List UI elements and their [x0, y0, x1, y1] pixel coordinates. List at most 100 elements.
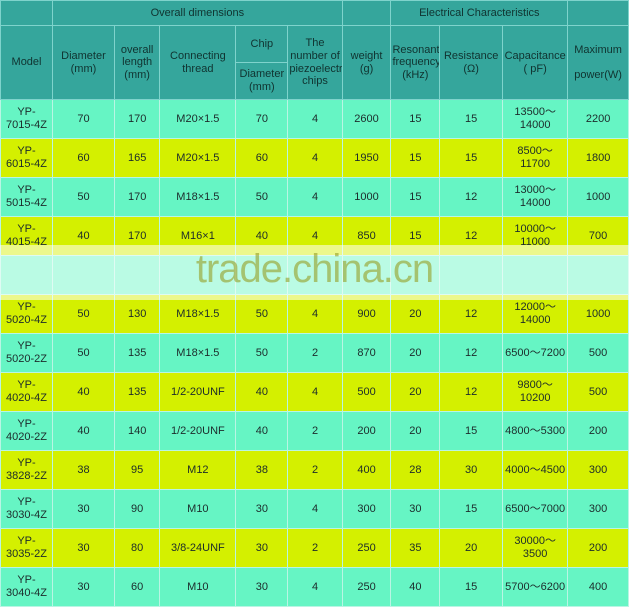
cell-model-line1: YP- — [17, 106, 36, 119]
cell-maximum-power: 200 — [567, 528, 629, 568]
cell-diameter: 50 — [52, 294, 115, 334]
table-row: YP- 3040-4Z 30 60 M10 30 4 250 40 15 5700～6200 400 — [0, 567, 629, 607]
cell-capacitance-line1: 13000～ — [514, 184, 556, 197]
table-row: YP- 3035-2Z 30 80 3/8-24UNF 30 2 250 35 20 30000～ 3… — [0, 528, 629, 568]
table-row: YP- 4015-4Z 40 170 M16×1 40 4 850 15 12 10000～ 1100… — [0, 216, 629, 256]
cell-capacitance: 4800～5300 — [502, 411, 569, 451]
table-row: YP- 5020-4Z 50 130 M18×1.5 50 4 900 20 12 12000～ 14… — [0, 294, 629, 334]
cell-capacitance-line1: 4000～4500 — [505, 463, 566, 476]
cell-resistance: 15 — [439, 138, 504, 178]
cell-model: YP- 6015-4Z — [0, 138, 54, 178]
header-capacitance-line1: Capacitance — [504, 49, 566, 62]
cell-model-line1: YP- — [17, 496, 36, 509]
cell-diameter: 70 — [52, 99, 115, 139]
table-row: YP- 4020-2Z 40 140 1/2-20UNF 40 2 200 20 15 4800～5… — [0, 411, 629, 451]
cell-number-of-chips: 4 — [287, 567, 343, 607]
cell-capacitance-line2: 14000 — [519, 119, 551, 131]
header-resonant-frequency-line2: frequency — [392, 56, 440, 69]
cell-capacitance-line2: 14000 — [519, 314, 551, 326]
cell-maximum-power: 500 — [567, 333, 629, 373]
cell-diameter — [52, 255, 115, 295]
cell-weight: 900 — [341, 294, 392, 334]
cell-model-line2: 7015-4Z — [6, 119, 48, 131]
cell-maximum-power: 500 — [567, 372, 629, 412]
cell-resistance: 12 — [439, 294, 504, 334]
table-header: Overall dimensions Electrical Characteri… — [0, 0, 629, 100]
cell-capacitance: 12000～ 14000 — [502, 294, 569, 334]
cell-model-line2: 5020-4Z — [6, 314, 48, 326]
cell-weight: 300 — [341, 489, 392, 529]
cell-capacitance: 8500～ 11700 — [502, 138, 569, 178]
cell-model: YP- 5020-4Z — [0, 294, 54, 334]
cell-maximum-power — [567, 255, 629, 295]
cell-resonant-frequency: 20 — [390, 333, 441, 373]
cell-capacitance: 10000～ 11000 — [502, 216, 569, 256]
cell-resonant-frequency: 35 — [390, 528, 441, 568]
cell-model-line2: 4020-4Z — [6, 392, 48, 404]
header-number-of-chips-line2: number of — [290, 49, 340, 62]
cell-model-line2: 3828-2Z — [6, 470, 48, 482]
cell-capacitance-line1: 10000～ — [514, 223, 556, 236]
cell-number-of-chips: 4 — [287, 294, 343, 334]
cell-model-line2: 3040-4Z — [6, 587, 48, 599]
cell-weight: 2600 — [341, 99, 392, 139]
header-connecting-thread-line2: thread — [182, 62, 214, 75]
cell-weight: 500 — [341, 372, 392, 412]
cell-chip-diameter: 30 — [235, 567, 289, 607]
group-blank-right — [567, 0, 629, 26]
cell-weight: 1000 — [341, 177, 392, 217]
table-row: YP- 5015-4Z 50 170 M18×1.5 50 4 1000 15 12 13000～ 1… — [0, 177, 629, 217]
cell-connecting-thread: 1/2-20UNF — [159, 411, 237, 451]
cell-number-of-chips: 2 — [287, 333, 343, 373]
cell-model: YP- 4020-2Z — [0, 411, 54, 451]
cell-weight: 850 — [341, 216, 392, 256]
group-electrical-characteristics: Electrical Characteristics — [390, 0, 569, 26]
table-row: YP- 6015-4Z 60 165 M20×1.5 60 4 1950 15 15 8500～ 11… — [0, 138, 629, 178]
header-resistance-line2: (Ω) — [463, 62, 479, 75]
cell-model-line1: YP- — [17, 301, 36, 314]
cell-chip-diameter: 70 — [235, 99, 289, 139]
header-overall-length: overall length (mm) — [113, 25, 161, 100]
cell-weight: 1950 — [341, 138, 392, 178]
cell-connecting-thread — [159, 255, 237, 295]
cell-model: YP- 3040-4Z — [0, 567, 54, 607]
cell-diameter: 38 — [52, 450, 115, 490]
cell-model-line2: 4020-2Z — [6, 431, 48, 443]
cell-resistance: 15 — [439, 99, 504, 139]
cell-resonant-frequency: 40 — [390, 567, 441, 607]
header-diameter-line1: Diameter — [61, 49, 106, 62]
cell-capacitance-line2: 14000 — [519, 197, 551, 209]
header-model: Model — [0, 25, 54, 100]
cell-model-line2: 3030-4Z — [6, 509, 48, 521]
header-resonant-frequency-line1: Resonant — [392, 43, 440, 56]
cell-capacitance-line2: 11700 — [520, 158, 551, 170]
cell-resistance: 12 — [439, 333, 504, 373]
cell-number-of-chips: 2 — [287, 450, 343, 490]
cell-model: YP- 3030-4Z — [0, 489, 54, 529]
cell-overall-length: 80 — [113, 528, 161, 568]
cell-chip-diameter: 30 — [235, 528, 289, 568]
cell-overall-length: 90 — [113, 489, 161, 529]
cell-maximum-power: 200 — [567, 411, 629, 451]
cell-model-line1: YP- — [17, 535, 36, 548]
cell-resistance: 15 — [439, 411, 504, 451]
cell-chip-diameter: 30 — [235, 489, 289, 529]
cell-overall-length: 60 — [113, 567, 161, 607]
cell-diameter: 40 — [52, 372, 115, 412]
group-blank-weight — [341, 0, 392, 26]
cell-number-of-chips: 4 — [287, 489, 343, 529]
header-maximum-power: Maximum power(W) — [567, 25, 629, 100]
cell-overall-length: 170 — [113, 177, 161, 217]
cell-model: YP- 3828-2Z — [0, 450, 54, 490]
cell-diameter: 30 — [52, 489, 115, 529]
group-overall-dimensions: Overall dimensions — [52, 0, 343, 26]
cell-diameter: 40 — [52, 411, 115, 451]
cell-capacitance: 5700～6200 — [502, 567, 569, 607]
cell-capacitance-line1: 4800～5300 — [505, 424, 566, 437]
cell-number-of-chips: 2 — [287, 411, 343, 451]
header-label-row-2: Diameter (mm) — [1, 62, 629, 100]
header-resonant-frequency: Resonant frequency (kHz) — [390, 25, 441, 100]
cell-chip-diameter: 50 — [235, 294, 289, 334]
cell-chip-diameter: 40 — [235, 372, 289, 412]
cell-model-line2: 4015-4Z — [6, 236, 48, 248]
